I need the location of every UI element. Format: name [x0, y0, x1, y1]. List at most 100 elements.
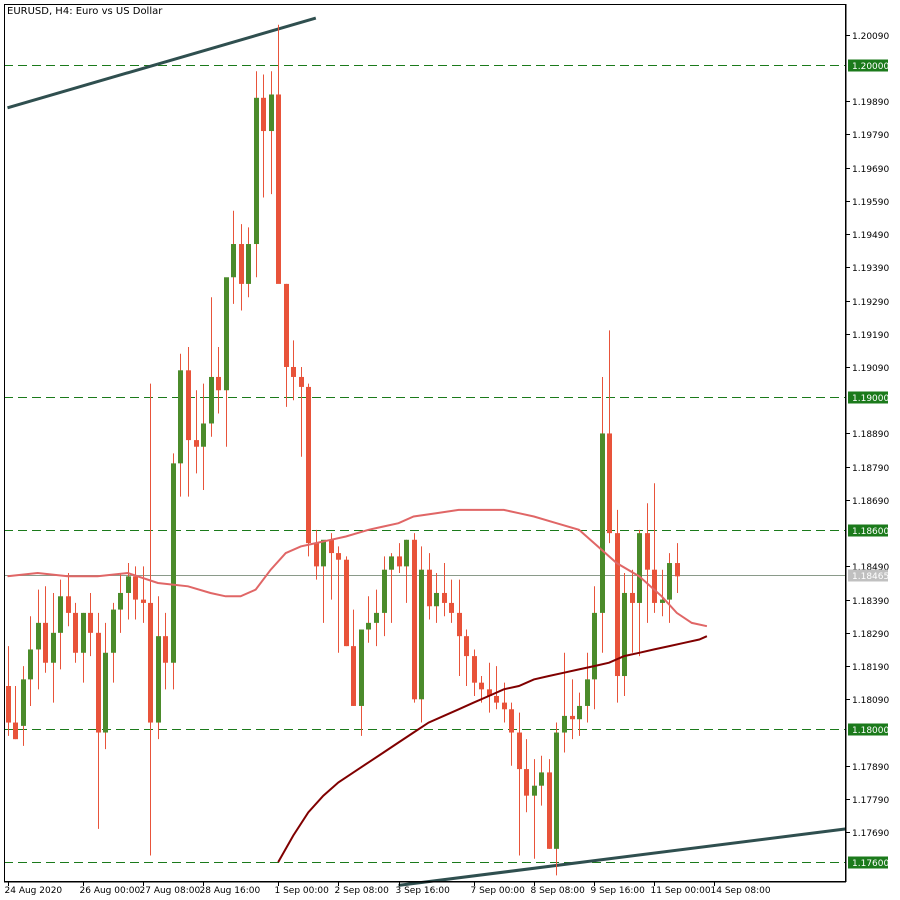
candle-32 [246, 227, 251, 298]
candle-body-36 [276, 94, 281, 284]
candle-body-33 [254, 97, 259, 245]
candle-47 [359, 629, 364, 736]
candle-body-84 [637, 533, 642, 603]
level-badge-label-2: 1.18600 [852, 527, 889, 537]
candle-body-61 [464, 636, 469, 657]
price-axis-ticks: 1.20090 1.19890 1.19790 1.19690 1.19590 1.194… [846, 32, 889, 839]
candle-body-43 [329, 539, 334, 554]
candle-body-68 [517, 732, 522, 770]
candle-87 [660, 569, 665, 617]
candle-body-37 [284, 283, 289, 367]
candle-body-79 [600, 433, 605, 613]
candle-57 [434, 573, 439, 623]
candle-body-89 [675, 563, 680, 577]
horizontal-levels [4, 65, 846, 863]
candle-body-22 [171, 463, 176, 663]
candle-body-15 [118, 592, 123, 610]
candle-body-69 [524, 769, 529, 796]
ma-slow-line [277, 635, 708, 863]
candle-35 [269, 71, 274, 195]
time-tick-label-10: 11 Sep 00:00 [651, 886, 711, 896]
time-tick-label-8: 8 Sep 08:00 [531, 886, 586, 896]
candle-body-77 [585, 679, 590, 706]
candle-27 [209, 297, 214, 437]
time-tick-label-6: 3 Sep 16:00 [396, 886, 451, 896]
candle-body-67 [509, 709, 514, 733]
candle-81 [615, 509, 620, 703]
price-tick-label-2: 1.19790 [852, 131, 889, 141]
level-badge-label-3: 1.18000 [852, 726, 889, 736]
candle-52 [397, 543, 402, 574]
candle-body-17 [133, 576, 138, 600]
candle-53 [404, 539, 409, 603]
candle-59 [449, 579, 454, 623]
candle-body-59 [449, 602, 454, 613]
candle-body-44 [336, 553, 341, 560]
trendline-1 [398, 827, 847, 887]
candle-51 [389, 553, 394, 623]
price-tick-label-7: 1.19290 [852, 298, 889, 308]
candle-body-16 [126, 576, 131, 593]
candle-body-64 [487, 689, 492, 696]
candle-body-31 [239, 244, 244, 284]
candle-55 [419, 546, 424, 723]
candle-body-80 [607, 433, 612, 534]
price-tick-label-0: 1.20090 [852, 32, 889, 42]
candle-82 [622, 573, 627, 696]
candle-49 [374, 589, 379, 647]
candle-body-9 [73, 612, 78, 653]
candle-body-25 [194, 440, 199, 447]
candle-13 [103, 622, 108, 750]
candle-29 [224, 277, 229, 447]
candle-body-38 [291, 366, 296, 377]
candle-43 [329, 533, 334, 600]
candle-body-56 [427, 569, 432, 607]
candle-73 [554, 722, 559, 876]
candle-body-19 [148, 602, 153, 723]
candle-44 [336, 546, 341, 653]
price-tick-label-15: 1.18290 [852, 630, 889, 640]
candle-83 [630, 569, 635, 653]
candle-78 [592, 586, 597, 710]
level-badge-2 [848, 524, 888, 537]
price-tick-label-17: 1.18090 [852, 696, 889, 706]
candles [6, 24, 680, 876]
plot-frame [4, 4, 846, 882]
time-tick-label-11: 14 Sep 08:00 [711, 886, 771, 896]
candle-36 [276, 24, 281, 284]
candle-body-39 [299, 376, 304, 387]
candle-body-75 [570, 715, 575, 720]
candle-body-71 [539, 772, 544, 786]
candle-body-23 [178, 370, 183, 464]
current-price-badge [848, 569, 888, 582]
candle-body-34 [261, 97, 266, 132]
candle-body-52 [397, 556, 402, 567]
time-tick-label-1: 26 Aug 00:00 [80, 886, 141, 896]
candle-3 [28, 616, 33, 706]
candle-body-54 [412, 539, 417, 700]
candle-body-86 [652, 569, 657, 603]
candle-15 [118, 573, 123, 633]
candle-body-27 [209, 376, 214, 424]
candle-body-50 [382, 569, 387, 613]
candle-body-48 [366, 622, 371, 630]
candle-body-46 [351, 646, 356, 706]
candle-body-4 [36, 622, 41, 650]
candle-body-47 [359, 629, 364, 706]
candle-22 [171, 453, 176, 690]
price-tick-label-3: 1.19690 [852, 165, 889, 175]
candle-9 [73, 602, 78, 663]
candle-body-2 [21, 679, 26, 726]
candle-body-14 [111, 609, 116, 653]
price-tick-label-10: 1.18890 [852, 430, 889, 440]
candle-14 [111, 602, 116, 683]
level-badge-label-1: 1.19000 [852, 394, 889, 404]
candle-body-88 [667, 563, 672, 600]
candle-30 [231, 210, 236, 304]
candle-70 [532, 759, 537, 859]
candle-body-62 [472, 656, 477, 683]
candle-body-6 [51, 632, 56, 663]
